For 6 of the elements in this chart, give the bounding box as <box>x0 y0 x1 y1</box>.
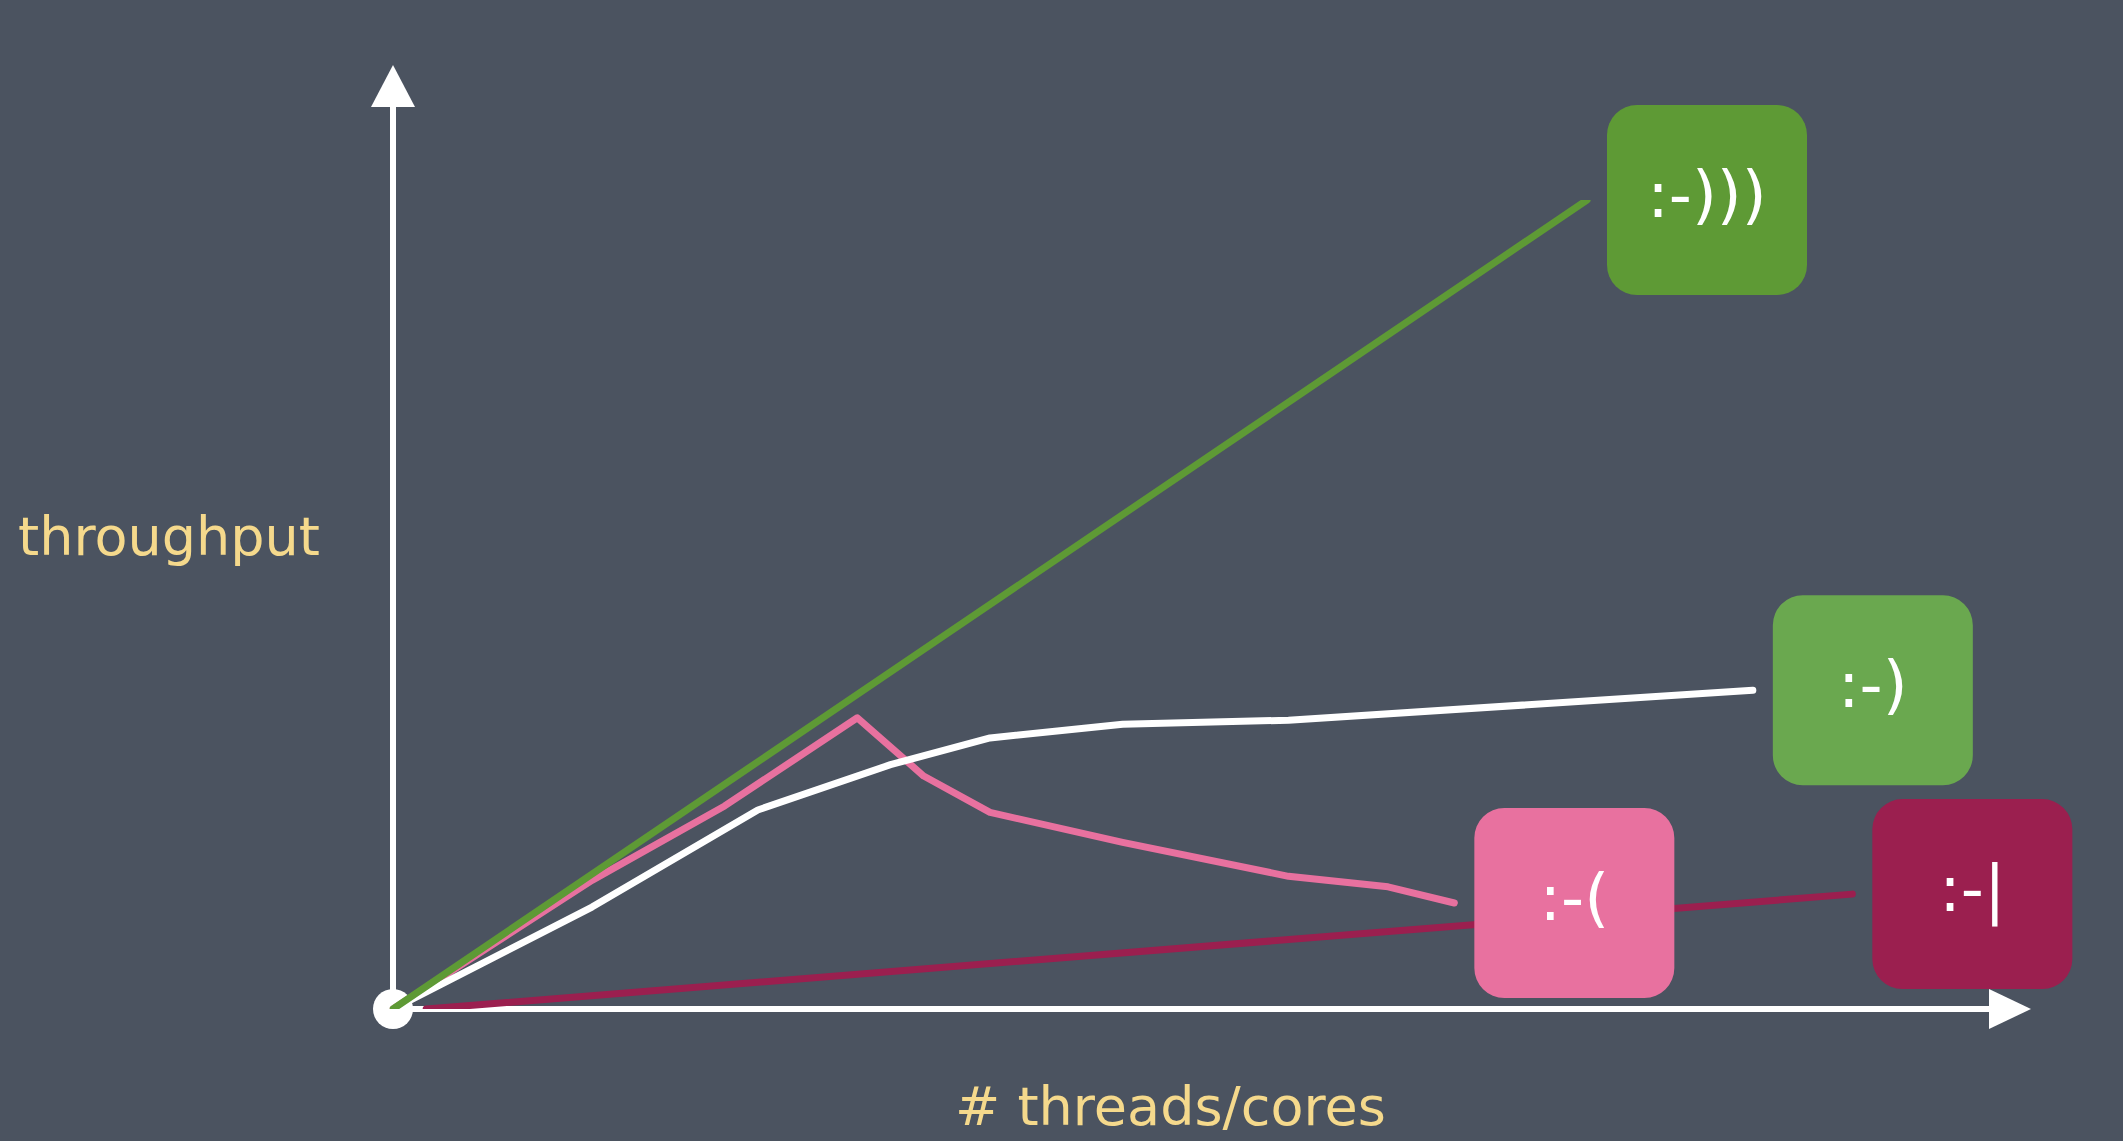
series-label: :-| <box>1939 851 2006 927</box>
series-label: :-) <box>1838 647 1908 722</box>
y-axis-title: throughput <box>18 505 320 568</box>
series-label: :-))) <box>1647 157 1767 232</box>
x-axis-title: # threads/cores <box>955 1075 1386 1138</box>
series-label: :-( <box>1539 860 1610 935</box>
